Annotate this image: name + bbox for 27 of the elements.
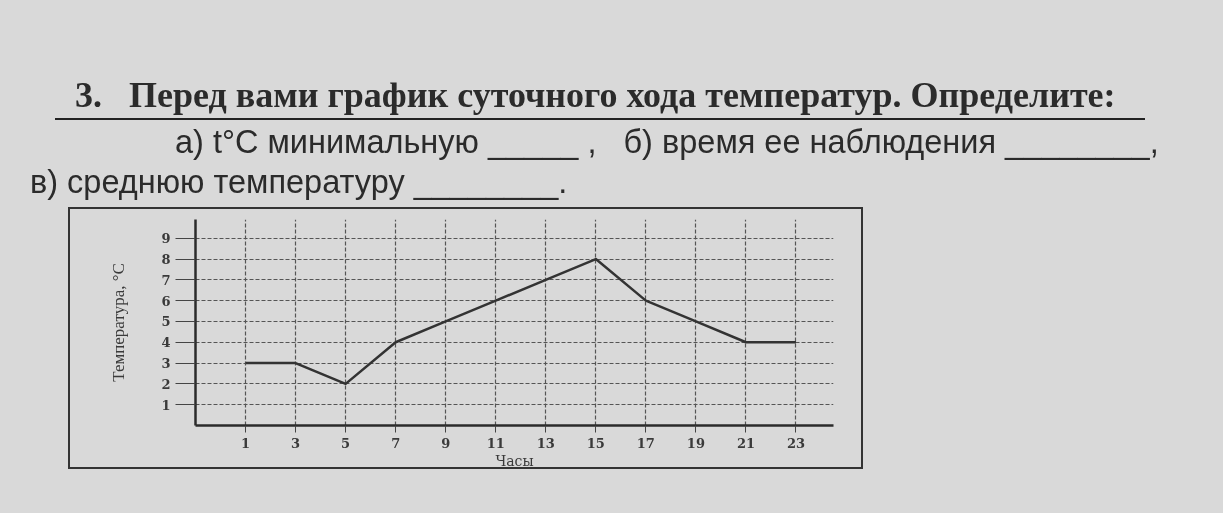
y-tick-label: 4 xyxy=(161,335,171,351)
y-tick-label: 9 xyxy=(161,231,171,247)
y-axis-title: Температура, °С xyxy=(109,263,129,382)
y-tick-label: 3 xyxy=(161,356,171,372)
y-tick-label: 2 xyxy=(161,376,171,392)
y-tick-label: 6 xyxy=(161,293,171,309)
x-tick-label: 23 xyxy=(786,435,806,451)
x-tick-label: 21 xyxy=(736,435,755,451)
x-tick-label: 3 xyxy=(291,435,301,451)
x-tick-label: 1 xyxy=(241,435,251,451)
x-tick-label: 11 xyxy=(486,435,505,451)
x-tick-label: 5 xyxy=(341,435,351,451)
x-tick-label: 9 xyxy=(441,435,451,451)
line-series xyxy=(244,257,798,386)
text: в) среднюю температуру ________. xyxy=(30,163,568,202)
y-tick-label: 8 xyxy=(161,252,171,268)
x-tick-label: 7 xyxy=(391,435,401,451)
y-tick-label: 1 xyxy=(161,397,171,413)
x-tick-label: 19 xyxy=(686,435,705,451)
chart-title: 3. Перед вами график суточного хода температур. Определите: xyxy=(75,74,1116,117)
y-tick-label: 7 xyxy=(161,272,171,288)
chart-subtitle: а) t°C минимальную _____ , б) время ее наблюдения ________, xyxy=(175,123,1159,162)
x-tick-label: 17 xyxy=(636,435,655,451)
y-tick-label: 5 xyxy=(161,314,171,330)
x-axis-title: Часы xyxy=(495,452,534,469)
x-tick-label: 13 xyxy=(536,435,555,451)
x-tick-label: 15 xyxy=(586,435,605,451)
